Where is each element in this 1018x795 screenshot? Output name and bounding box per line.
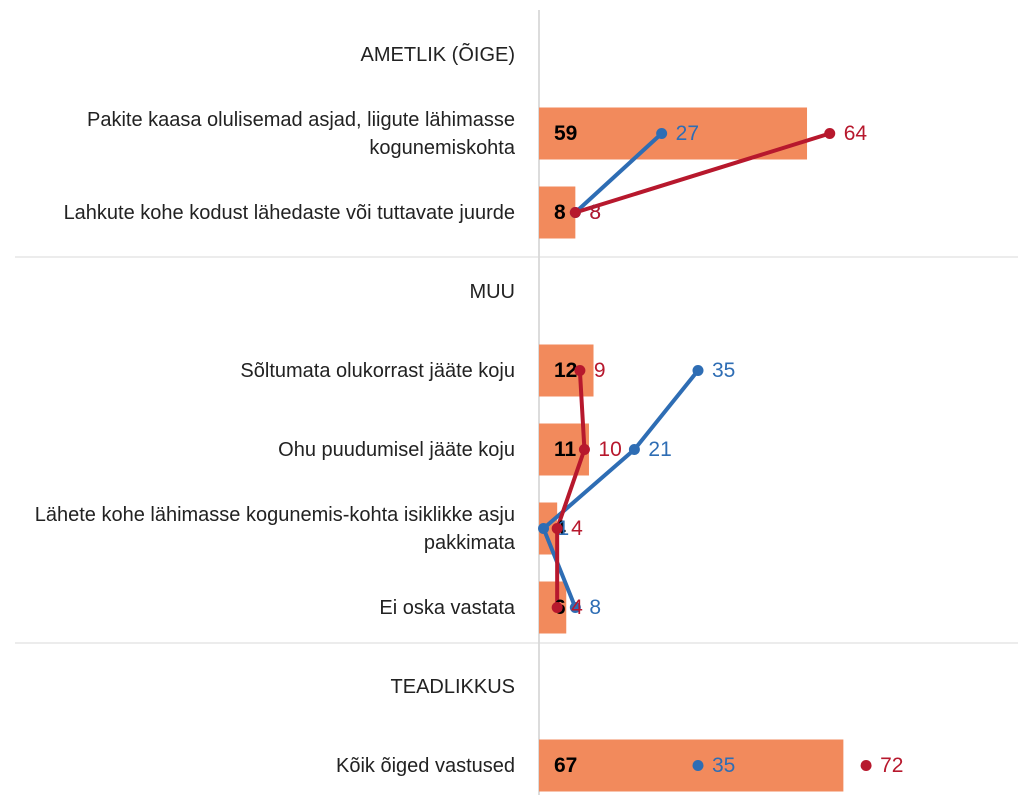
bar-value-label: 12 xyxy=(554,359,577,382)
series-value-label: 9 xyxy=(594,359,606,382)
series-line xyxy=(541,369,700,609)
series-value-label: 10 xyxy=(598,438,621,461)
series-point xyxy=(538,523,550,534)
series-point xyxy=(824,128,836,139)
series-value-label: 35 xyxy=(712,359,735,382)
series-value-label: 35 xyxy=(712,754,735,777)
series-point xyxy=(551,602,563,613)
series-value-label: 64 xyxy=(844,122,868,145)
category-label: Sõltumata olukorrast jääte koju xyxy=(240,359,515,382)
series-point xyxy=(860,760,872,771)
category-label: Kõik õiged vastused xyxy=(335,754,515,777)
series-point xyxy=(692,760,704,771)
series-point xyxy=(551,523,563,534)
series-line xyxy=(574,131,831,215)
series-point xyxy=(569,207,581,218)
series-point xyxy=(692,365,704,376)
series-point xyxy=(628,444,640,455)
bar-value-label: 59 xyxy=(554,122,577,145)
bar xyxy=(539,739,844,792)
series-value-label: 4 xyxy=(571,517,583,540)
series-value-label: 27 xyxy=(676,122,699,145)
category-label: Ohu puudumisel jääte koju xyxy=(278,438,515,461)
series-line xyxy=(573,132,664,214)
series-line xyxy=(555,370,587,608)
bar-value-label: 8 xyxy=(554,201,566,224)
bar-value-label: 11 xyxy=(554,438,577,461)
category-label: TEADLIKKUS xyxy=(390,675,515,698)
series-value-label: 8 xyxy=(589,201,601,224)
series-point xyxy=(656,128,668,139)
category-label: AMETLIK (ÕIGE) xyxy=(360,43,515,66)
series-point xyxy=(574,365,586,376)
category-label: Lähete kohe lähimasse kogunemis-kohta is… xyxy=(34,503,515,554)
series-value-label: 72 xyxy=(880,754,903,777)
bar-value-label: 67 xyxy=(554,754,577,777)
category-label: Pakite kaasa olulisemad asjad, liigute l… xyxy=(86,108,515,159)
series-value-label: 21 xyxy=(648,438,671,461)
bar xyxy=(539,107,808,160)
series-point xyxy=(578,444,590,455)
category-label: MUU xyxy=(469,280,515,303)
series-point xyxy=(569,602,581,613)
series-value-label: 4 xyxy=(571,596,583,619)
bar xyxy=(539,186,576,239)
series-value-label: 8 xyxy=(589,201,601,224)
category-label: Ei oska vastata xyxy=(379,596,515,619)
series-value-label: 1 xyxy=(558,517,570,540)
series-value-label: 8 xyxy=(589,596,601,619)
category-label: Lahkute kohe kodust lähedaste või tuttav… xyxy=(63,201,515,224)
